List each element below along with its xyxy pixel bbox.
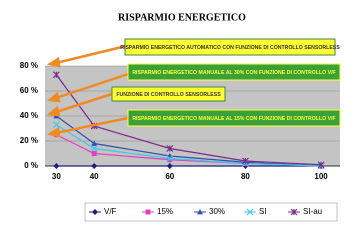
chart: RISPARMIO ENERGETICO RISPARMIO ENERGETIC… xyxy=(20,12,341,222)
marker xyxy=(90,145,98,152)
annotation: FUNZIONE DI CONTROLLO SENSORLESS xyxy=(116,92,221,98)
legend-box xyxy=(84,202,338,222)
x-tick-label: 100 xyxy=(314,172,328,181)
x-tick-label: 40 xyxy=(90,172,99,181)
marker xyxy=(317,161,325,169)
marker xyxy=(52,121,60,129)
x-tick-label: 80 xyxy=(241,172,250,181)
annotation-box xyxy=(127,109,341,127)
legend-label: 30% xyxy=(209,207,225,216)
y-tick-label: 60 % xyxy=(20,86,38,95)
marker xyxy=(246,208,254,216)
marker xyxy=(167,157,173,163)
marker xyxy=(53,163,60,169)
marker xyxy=(197,209,203,215)
annotation: RISPARMIO ENERGETICO AUTOMATICO CON FUNZ… xyxy=(120,45,340,51)
marker xyxy=(91,151,97,156)
annotation: RISPARMIO ENERGETICO MANUALE AL 15% CON … xyxy=(132,116,335,122)
marker xyxy=(145,209,151,215)
marker xyxy=(166,163,173,169)
legend-label: V/F xyxy=(104,207,117,216)
legend-label: 15% xyxy=(157,207,173,216)
annotation-box xyxy=(127,63,341,81)
marker xyxy=(242,157,249,165)
legend-label: SI xyxy=(259,207,267,216)
marker xyxy=(290,208,298,216)
marker xyxy=(92,209,98,215)
y-tick-label: 80 % xyxy=(20,61,38,70)
marker xyxy=(91,163,98,169)
marker xyxy=(166,145,174,152)
marker xyxy=(166,155,174,162)
x-tick-label: 60 xyxy=(165,172,174,181)
arrows xyxy=(46,44,129,138)
y-tick-label: 20 % xyxy=(20,136,38,145)
annotations: RISPARMIO ENERGETICO AUTOMATICO CON FUNZ… xyxy=(46,38,341,138)
annotation-box xyxy=(111,86,226,102)
marker xyxy=(91,140,98,146)
legend-label: SI-au xyxy=(303,207,322,216)
annotation: RISPARMIO ENERGETICO MANUALE AL 30% CON … xyxy=(132,70,335,76)
y-tick-label: 0 % xyxy=(24,161,38,170)
chart-title: RISPARMIO ENERGETICO xyxy=(118,12,246,23)
marker xyxy=(52,71,60,79)
x-tick-label: 30 xyxy=(52,172,61,181)
annotation-box xyxy=(124,38,336,56)
y-tick-label: 40 % xyxy=(20,111,38,120)
